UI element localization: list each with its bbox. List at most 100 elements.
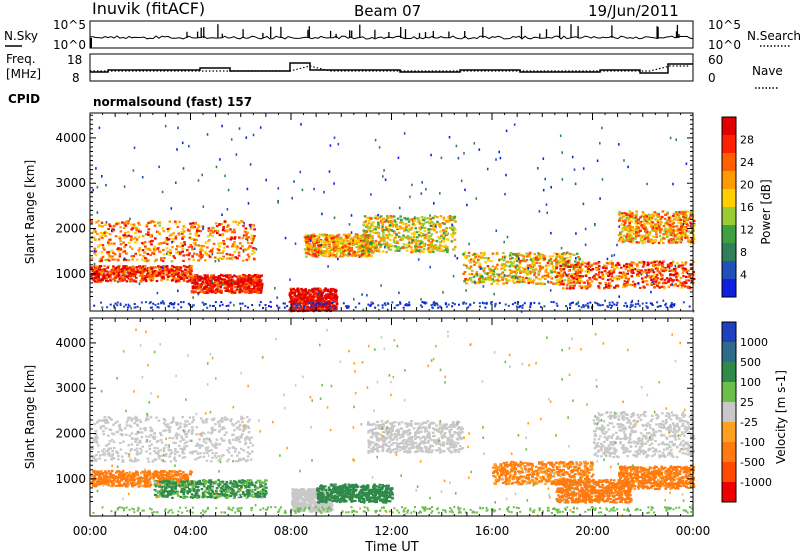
echo-cell: [138, 223, 141, 226]
echo-cell: [627, 213, 630, 216]
echo-cell: [412, 240, 416, 243]
echo-cell: [587, 261, 591, 264]
echo-cell: [379, 245, 382, 248]
echo-cell: [333, 299, 337, 302]
echo-cell: [313, 239, 317, 242]
echo-cell: [377, 226, 381, 230]
echo-cell: [419, 239, 423, 242]
echo-cell: [177, 275, 180, 278]
echo-cell: [557, 274, 560, 277]
echo-cell: [214, 288, 218, 291]
echo-cell: [151, 278, 155, 281]
echo-cell: [248, 289, 251, 292]
echo-cell: [190, 226, 193, 229]
echo-cell: [238, 284, 242, 287]
echo-cell: [185, 270, 189, 273]
echo-cell: [100, 221, 104, 224]
echo-cell: [315, 247, 318, 250]
echo-cell: [300, 300, 304, 303]
echo-cell: [251, 281, 255, 284]
echo-cell: [371, 244, 374, 247]
echo-cell: [129, 278, 133, 281]
echo-cell: [637, 268, 640, 271]
noise-cell: [289, 278, 291, 281]
echo-cell: [670, 264, 673, 267]
echo-cell: [190, 264, 193, 268]
echo-cell: [544, 274, 547, 277]
echo-cell: [627, 224, 631, 227]
echo-cell: [519, 269, 522, 272]
echo-cell: [567, 273, 571, 276]
echo-cell: [305, 301, 308, 304]
echo-cell: [244, 291, 248, 294]
echo-cell: [468, 267, 472, 270]
echo-cell: [394, 236, 397, 239]
echo-cell: [93, 252, 96, 255]
echo-cell: [532, 260, 536, 263]
echo-cell: [244, 234, 248, 237]
echo-cell: [347, 254, 350, 257]
echo-cell: [528, 255, 532, 258]
echo-cell: [114, 275, 117, 278]
echo-cell: [487, 274, 490, 277]
echo-cell: [245, 233, 248, 236]
echo-cell: [681, 271, 685, 275]
echo-cell: [661, 265, 664, 268]
echo-cell: [226, 281, 229, 284]
echo-cell: [117, 222, 121, 225]
echo-cell: [531, 262, 534, 265]
echo-cell: [218, 233, 222, 237]
echo-cell: [117, 273, 121, 276]
echo-cell: [194, 232, 197, 236]
echo-cell: [669, 230, 673, 233]
echo-cell: [93, 280, 97, 283]
echo-cell: [660, 228, 663, 231]
echo-cell: [683, 285, 687, 288]
echo-cell: [115, 221, 119, 224]
echo-cell: [202, 287, 206, 290]
echo-cell: [639, 286, 642, 289]
echo-cell: [323, 241, 327, 244]
echo-cell: [430, 248, 433, 251]
echo-cell: [680, 233, 683, 236]
echo-cell: [339, 236, 342, 239]
echo-cell: [113, 274, 116, 277]
echo-cell: [121, 221, 124, 224]
noise-cell: [482, 285, 485, 288]
noise-cell: [465, 289, 467, 292]
noise-cell: [464, 188, 466, 192]
echo-cell: [450, 216, 454, 219]
echo-cell: [321, 305, 325, 308]
echo-cell: [249, 227, 253, 230]
echo-cell: [575, 277, 578, 280]
echo-cell: [147, 259, 151, 262]
echo-cell: [299, 301, 302, 304]
echo-cell: [168, 234, 172, 237]
echo-cell: [216, 229, 220, 233]
echo-cell: [679, 276, 683, 280]
echo-cell: [397, 235, 401, 238]
echo-cell: [243, 248, 247, 252]
echo-cell: [508, 254, 512, 257]
echo-cell: [256, 283, 259, 286]
echo-cell: [365, 223, 369, 226]
echo-cell: [429, 246, 433, 249]
echo-cell: [382, 231, 385, 235]
echo-cell: [310, 250, 313, 253]
echo-cell: [538, 268, 542, 271]
noise-cell: [546, 211, 548, 214]
echo-cell: [115, 272, 118, 275]
echo-cell: [225, 282, 228, 285]
echo-cell: [217, 242, 220, 245]
echo-cell: [644, 213, 647, 217]
echo-cell: [671, 260, 675, 263]
echo-cell: [574, 281, 577, 284]
echo-cell: [248, 274, 251, 277]
echo-cell: [527, 253, 531, 257]
echo-cell: [335, 305, 338, 309]
echo-cell: [130, 266, 134, 269]
echo-cell: [630, 237, 634, 240]
echo-cell: [558, 273, 562, 276]
echo-cell: [234, 256, 237, 259]
echo-cell: [565, 274, 569, 277]
